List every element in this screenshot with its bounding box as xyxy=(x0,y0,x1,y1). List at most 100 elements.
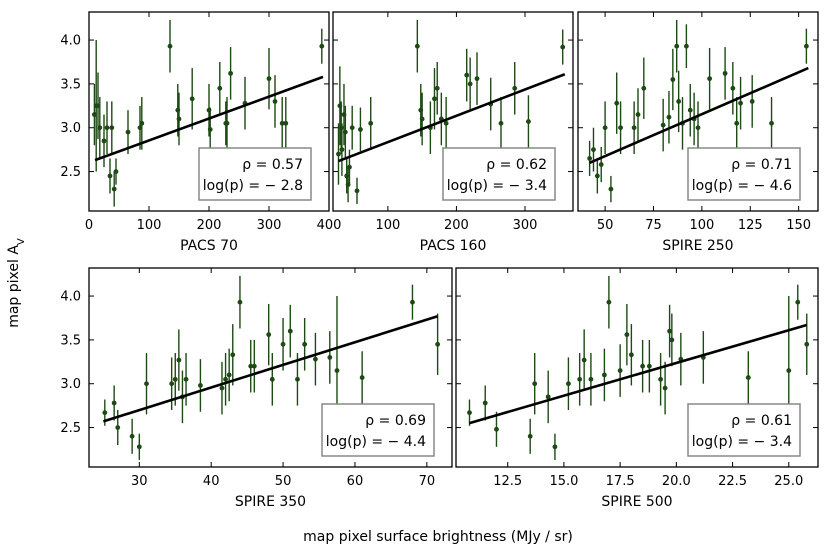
data-point xyxy=(526,119,531,124)
data-point xyxy=(608,186,614,192)
data-point xyxy=(287,328,293,334)
data-point xyxy=(230,352,236,358)
data-point xyxy=(687,107,693,113)
y-tick-label: 2.5 xyxy=(60,421,81,436)
panel-spire-500: 12.5 15.0 17.5 20.0 22.5 25.0 ρ = 0.61 log(p) =… xyxy=(455,267,819,510)
data-point xyxy=(666,114,672,120)
x-tick-label: 150 xyxy=(786,218,811,233)
x-tick-label: 75 xyxy=(645,218,662,233)
data-point xyxy=(443,120,449,126)
data-point xyxy=(109,125,115,131)
data-point xyxy=(176,116,182,122)
y-tick-label: 4.0 xyxy=(60,34,81,49)
rho-value: ρ = 0.61 xyxy=(731,413,792,429)
data-point xyxy=(266,76,272,82)
panel-x-label: PACS 70 xyxy=(180,238,238,254)
data-point xyxy=(552,444,558,450)
data-point xyxy=(207,127,213,132)
data-point xyxy=(219,385,225,391)
data-layer xyxy=(102,275,441,460)
logp-value: log(p) = − 4.6 xyxy=(692,178,792,194)
data-layer xyxy=(587,19,809,203)
data-point xyxy=(512,85,518,91)
data-point xyxy=(640,363,646,369)
data-point xyxy=(795,299,801,305)
fit-line xyxy=(589,66,809,164)
data-point xyxy=(198,383,203,388)
data-point xyxy=(587,156,593,161)
logp-value: log(p) = − 2.8 xyxy=(203,178,303,194)
x-tick-label: 50 xyxy=(275,474,292,489)
data-point xyxy=(434,85,440,91)
panel-x-label: SPIRE 250 xyxy=(662,238,733,254)
data-point xyxy=(368,120,374,126)
data-point xyxy=(695,125,701,131)
x-tick-label: 200 xyxy=(197,218,222,233)
panel-spire-250: 50 75 100 125 150 ρ = 0.71 log(p) = − 4.6 SPIRE… xyxy=(577,11,819,254)
data-point xyxy=(97,125,103,131)
data-point xyxy=(545,394,551,400)
data-point xyxy=(107,173,113,179)
data-point xyxy=(283,120,289,126)
data-point xyxy=(223,376,228,382)
data-point xyxy=(144,381,149,387)
data-point xyxy=(435,341,441,347)
data-point xyxy=(532,381,538,387)
data-point xyxy=(183,376,189,382)
x-tick-label: 15.0 xyxy=(549,474,578,489)
data-point xyxy=(139,120,145,126)
plot-frame xyxy=(88,267,453,468)
data-point xyxy=(577,376,583,382)
stat-box xyxy=(198,147,312,201)
data-point xyxy=(498,120,504,126)
data-point xyxy=(102,410,108,416)
plot-frame xyxy=(577,11,819,212)
data-point xyxy=(295,376,300,382)
data-point xyxy=(354,188,360,194)
data-point xyxy=(674,43,680,49)
data-point xyxy=(336,151,341,157)
x-tick-label: 200 xyxy=(444,218,469,233)
data-point xyxy=(588,376,594,382)
data-point xyxy=(722,70,728,76)
data-point xyxy=(342,129,348,135)
data-point xyxy=(560,44,566,50)
data-point xyxy=(606,299,612,305)
data-point xyxy=(272,99,278,104)
data-point xyxy=(347,164,352,170)
rho-value: ρ = 0.62 xyxy=(486,157,547,173)
data-point xyxy=(334,368,340,373)
data-point xyxy=(474,76,480,82)
data-point xyxy=(414,43,420,49)
data-point xyxy=(494,426,499,432)
data-point xyxy=(279,120,285,126)
data-point xyxy=(676,99,682,104)
data-point xyxy=(628,352,634,358)
data-point xyxy=(482,400,488,406)
logp-value: log(p) = − 3.4 xyxy=(692,434,792,450)
rho-value: ρ = 0.71 xyxy=(731,157,792,173)
data-point xyxy=(189,96,195,102)
y-tick-label: 4.0 xyxy=(60,290,81,305)
data-point xyxy=(730,85,736,91)
data-point xyxy=(101,138,107,144)
x-tick-label: 20.0 xyxy=(662,474,691,489)
data-point xyxy=(749,99,755,104)
data-point xyxy=(527,433,533,439)
panel-x-label: SPIRE 350 xyxy=(235,494,306,510)
figure-x-label: map pixel surface brightness (MJy / sr) xyxy=(303,529,573,545)
data-point xyxy=(618,125,623,131)
data-point xyxy=(129,433,135,439)
data-point xyxy=(172,376,178,382)
panel-spire-350: 30 40 50 60 70 2.5 3.0 3.5 4.0 ρ = 0.69 log(p) = −… xyxy=(60,267,453,510)
data-point xyxy=(738,100,743,106)
data-point xyxy=(598,162,604,167)
data-point xyxy=(467,410,472,416)
data-point xyxy=(237,299,243,305)
data-point xyxy=(683,43,689,49)
y-tick-label: 3.5 xyxy=(60,333,81,348)
panel-pacs-70: 0 100 200 300 400 2.5 3.0 3.5 4.0 ρ = 0.57 log(p) … xyxy=(60,11,341,254)
stat-box xyxy=(687,147,801,201)
data-point xyxy=(658,376,664,382)
data-point xyxy=(769,120,774,126)
